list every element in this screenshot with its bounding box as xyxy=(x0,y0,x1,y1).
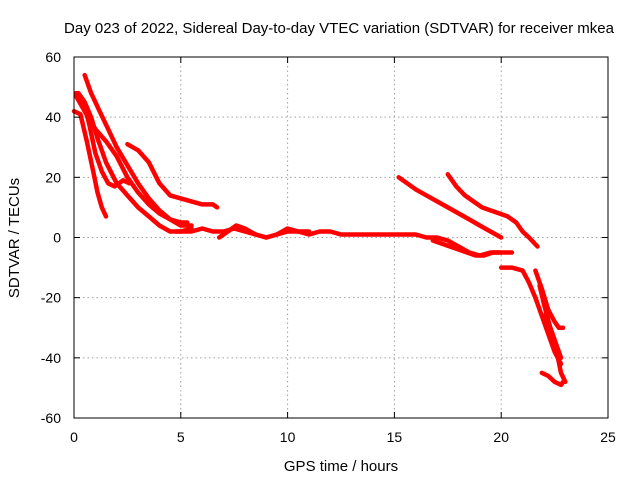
series-arc-a xyxy=(71,108,109,219)
series-arc-h xyxy=(445,172,540,249)
x-tick-label: 20 xyxy=(493,429,509,445)
y-tick-label: 0 xyxy=(53,230,61,246)
series-arc-f xyxy=(125,141,220,210)
series-group xyxy=(71,72,568,388)
y-tick-label: -60 xyxy=(41,410,61,426)
series-arc-j xyxy=(498,265,564,367)
x-tick-label: 10 xyxy=(280,429,296,445)
series-arc-g xyxy=(396,175,504,240)
series-arc-main-2 xyxy=(216,223,312,240)
series-arc-m xyxy=(539,370,566,388)
y-tick-label: 20 xyxy=(45,169,61,185)
series-arc-c xyxy=(76,90,194,234)
y-tick-label: 60 xyxy=(45,49,61,65)
y-tick-label: -40 xyxy=(41,350,61,366)
series-arc-i xyxy=(430,238,515,258)
series-arc-n xyxy=(541,313,564,361)
y-tick-label: -20 xyxy=(41,290,61,306)
series-arc-e xyxy=(82,72,194,228)
x-tick-label: 5 xyxy=(177,429,185,445)
x-tick-label: 0 xyxy=(70,429,78,445)
x-axis-label: GPS time / hours xyxy=(284,458,398,475)
x-tick-label: 15 xyxy=(387,429,403,445)
axis-ticks: 0 5 10 15 20 25 -60 -40 -20 0 20 40 60 xyxy=(41,49,616,445)
y-axis-label: SDTVAR / TECUs xyxy=(6,178,23,298)
chart-title: Day 023 of 2022, Sidereal Day-to-day VTE… xyxy=(64,20,615,37)
x-tick-label: 25 xyxy=(600,429,616,445)
y-tick-label: 40 xyxy=(45,109,61,125)
